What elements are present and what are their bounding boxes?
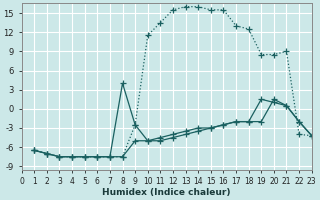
X-axis label: Humidex (Indice chaleur): Humidex (Indice chaleur)	[102, 188, 231, 197]
